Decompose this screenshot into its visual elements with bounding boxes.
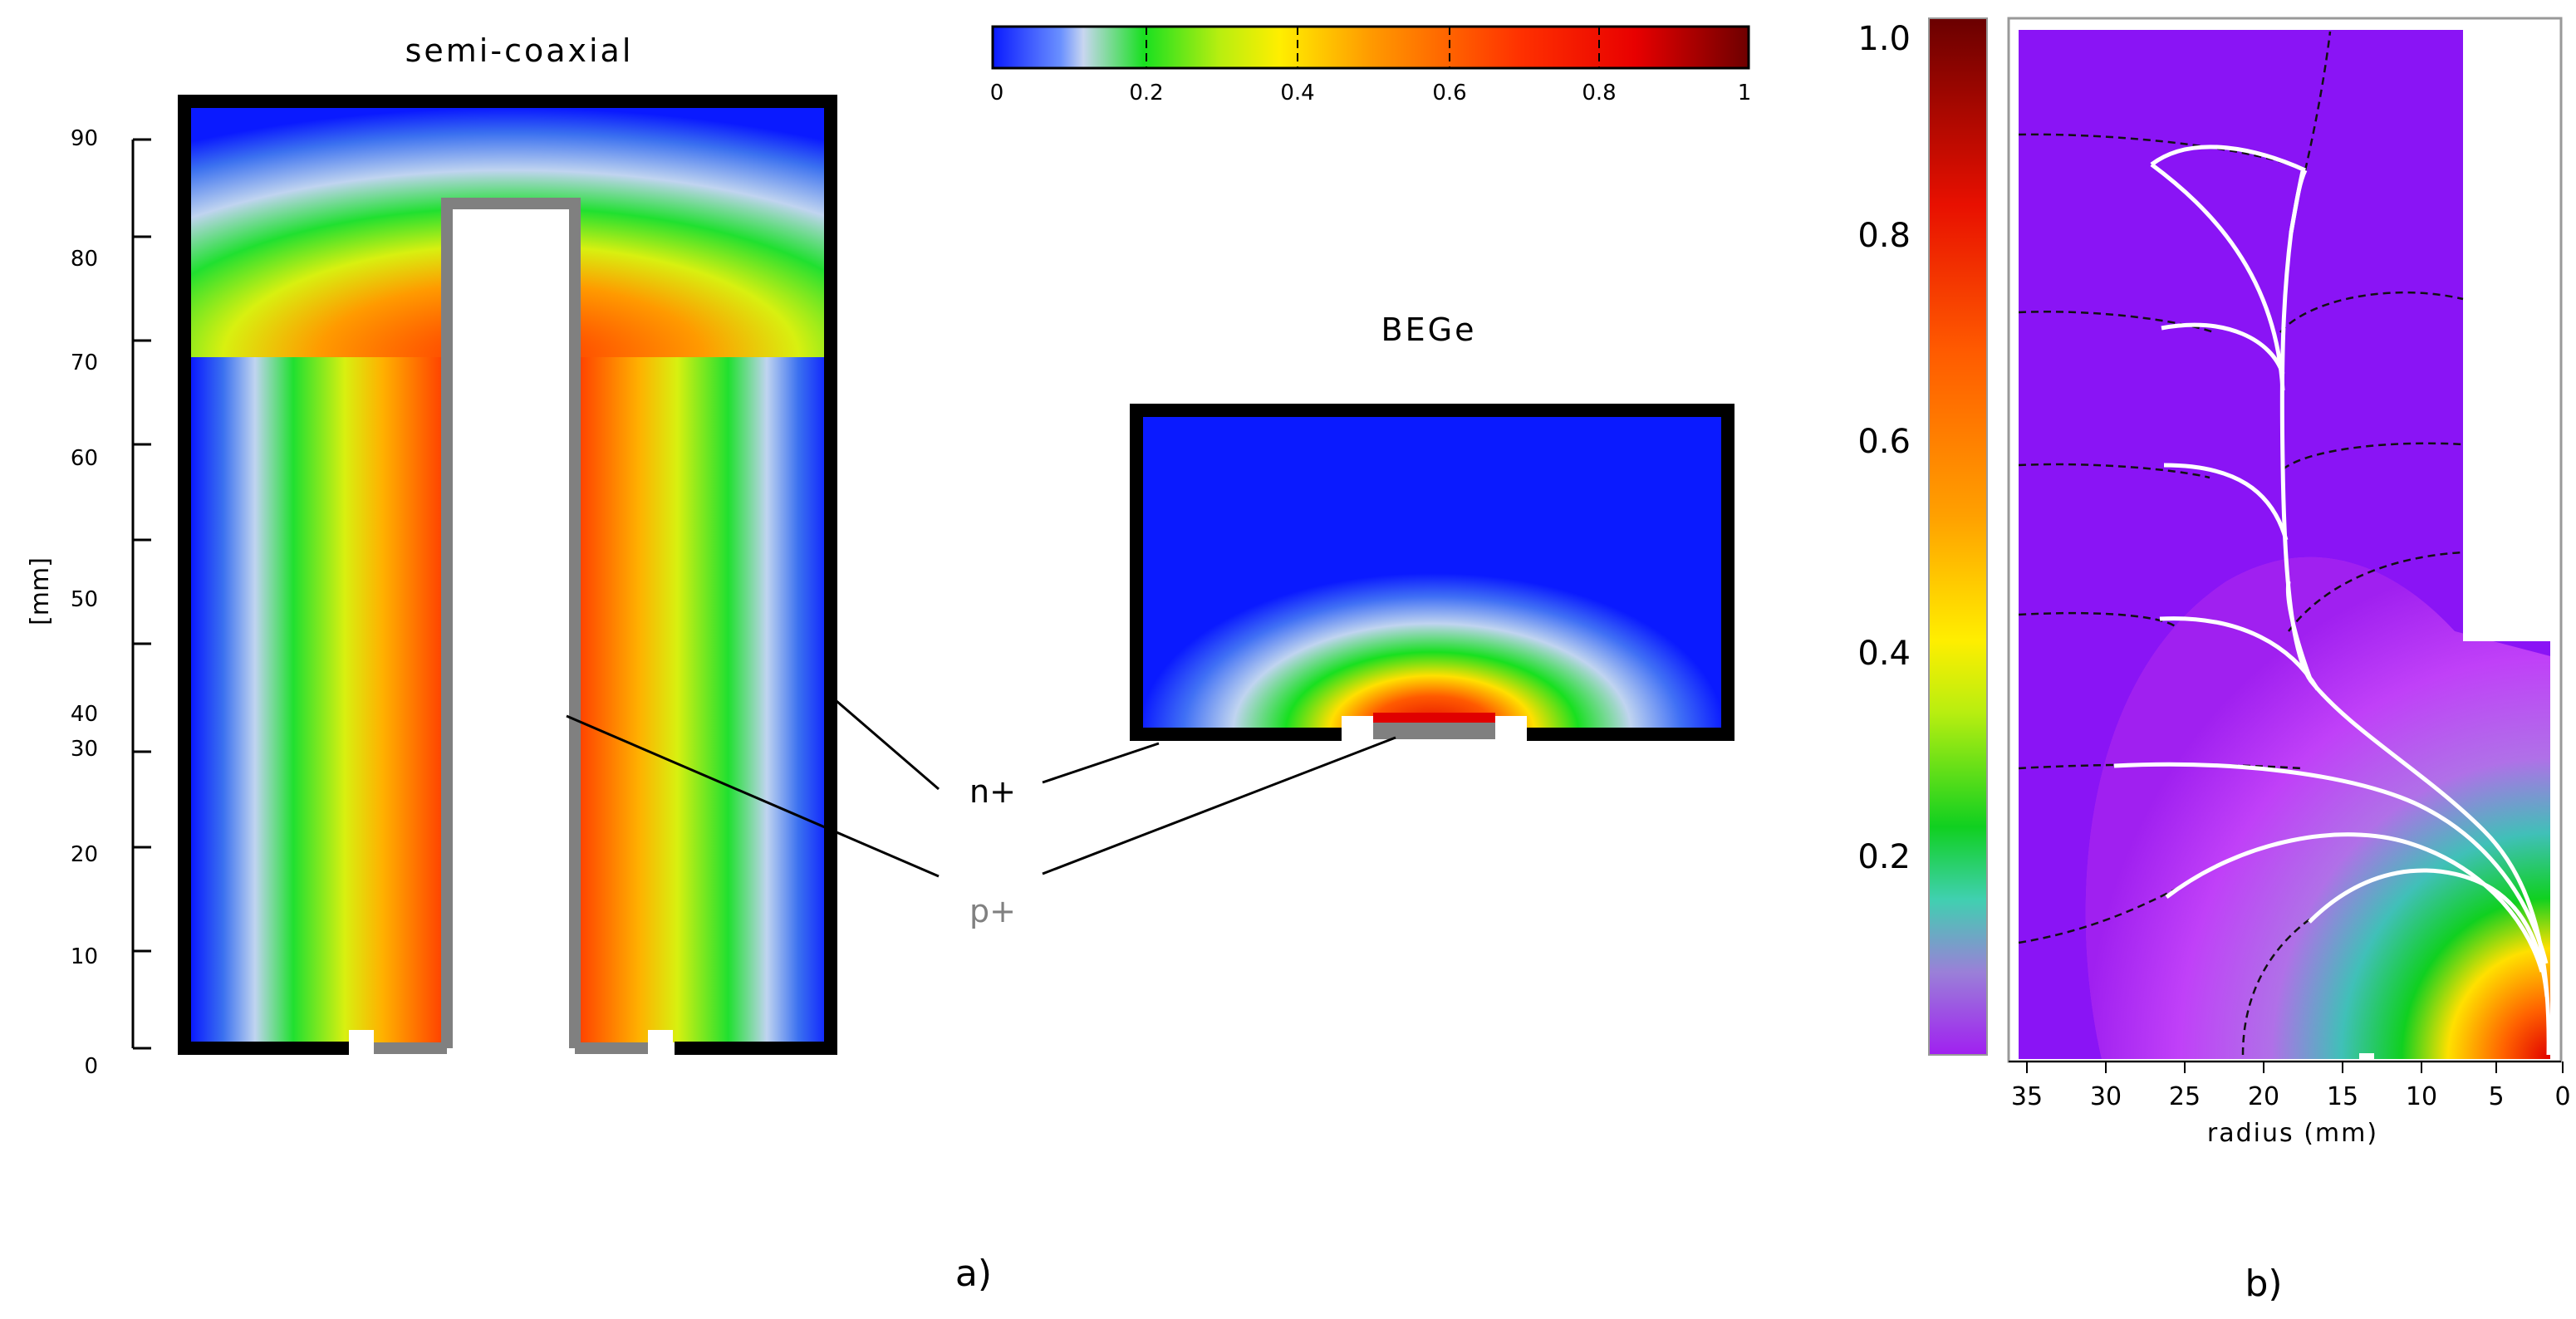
colorbar-a-tick-label: 1 xyxy=(1738,81,1752,105)
radius-tick-label: 15 xyxy=(2327,1082,2358,1111)
radius-tick-label: 10 xyxy=(2406,1082,2437,1111)
colorbar-b: 0.2 0.4 0.6 0.8 1.0 xyxy=(1857,17,1988,1056)
panel-a-label: a) xyxy=(955,1253,992,1295)
colorbar-a-tick-label: 0.4 xyxy=(1280,81,1314,105)
mm-axis: 0 10 20 30 40 50 60 70 80 90 [mm] xyxy=(26,126,151,1079)
axis-tick-label: 60 xyxy=(71,446,98,471)
radius-tick-label: 35 xyxy=(2011,1082,2043,1111)
bege-field-map xyxy=(2007,17,2563,1063)
radius-tick-label: 0 xyxy=(2554,1082,2570,1111)
colorbar-b-tick-label: 0.6 xyxy=(1857,423,1911,461)
colorbar-b-tick-label: 1.0 xyxy=(1857,20,1911,58)
radius-tick-label: 30 xyxy=(2090,1082,2122,1111)
semicoax-detector xyxy=(178,95,837,1055)
axis-tick-label: 20 xyxy=(71,842,98,867)
axis-tick-label: 80 xyxy=(71,247,98,272)
axis-tick-label: 50 xyxy=(71,587,98,612)
radius-tick-label: 20 xyxy=(2248,1082,2279,1111)
axis-unit-label: [mm] xyxy=(26,557,55,625)
axis-tick-label: 30 xyxy=(71,737,98,762)
axis-tick-label: 90 xyxy=(71,126,98,151)
colorbar-a: 0 0.2 0.4 0.6 0.8 1 xyxy=(990,25,1752,105)
semicoax-title: semi-coaxial xyxy=(405,32,634,69)
colorbar-b-tick-label: 0.8 xyxy=(1857,217,1911,255)
drift-paths xyxy=(2113,145,2551,1056)
colorbar-a-tick-label: 0.2 xyxy=(1129,81,1163,105)
bege-detector xyxy=(1130,404,1735,746)
bege-title: BEGe xyxy=(1381,311,1477,348)
radius-tick-label: 5 xyxy=(2488,1082,2504,1111)
n-plus-label: n+ xyxy=(969,773,1016,810)
axis-tick-label: 10 xyxy=(71,944,98,969)
colorbar-a-tick-label: 0.8 xyxy=(1582,81,1616,105)
radius-axis: 35 30 25 20 15 10 5 0 radius (mm) xyxy=(2009,1061,2571,1148)
contact-leaders xyxy=(566,694,1396,878)
p-plus-label: p+ xyxy=(969,893,1016,929)
colorbar-a-tick-label: 0.6 xyxy=(1432,81,1466,105)
axis-tick-label: 0 xyxy=(84,1054,98,1079)
radius-axis-label: radius (mm) xyxy=(2207,1119,2378,1148)
colorbar-b-tick-label: 0.4 xyxy=(1857,635,1911,673)
panel-b-label: b) xyxy=(2245,1263,2282,1305)
axis-tick-label: 70 xyxy=(71,351,98,375)
colorbar-a-tick-label: 0 xyxy=(990,81,1004,105)
colorbar-b-tick-label: 0.2 xyxy=(1857,838,1911,876)
axis-tick-label: 40 xyxy=(71,702,98,727)
radius-tick-label: 25 xyxy=(2169,1082,2201,1111)
